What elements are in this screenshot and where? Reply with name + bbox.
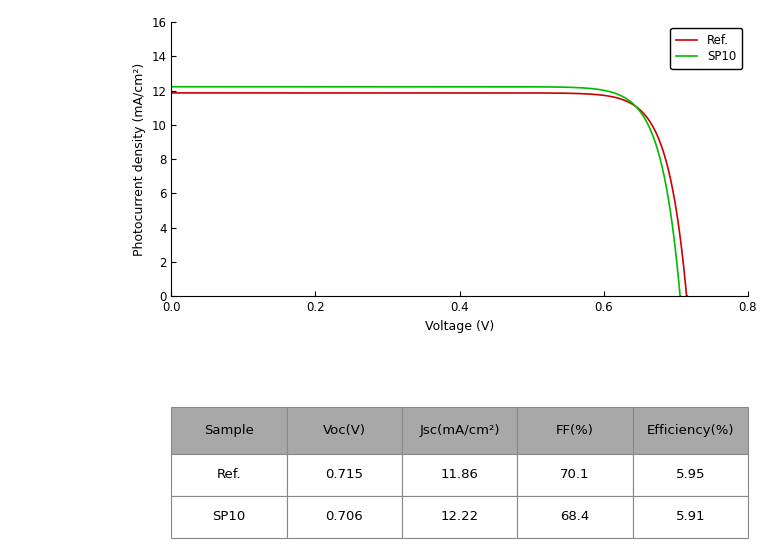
X-axis label: Voltage (V): Voltage (V) <box>425 320 494 333</box>
Ref. <box>521 89 530 96</box>
SP10 <box>516 83 526 90</box>
Ref. <box>167 89 176 96</box>
Ref. <box>569 90 578 97</box>
Ref. <box>220 89 229 96</box>
SP10 <box>167 83 176 90</box>
Ref. <box>375 89 385 96</box>
SP10 <box>573 85 583 91</box>
SP10 <box>219 83 228 90</box>
Line: Ref.: Ref. <box>171 93 687 296</box>
Ref. <box>682 293 692 299</box>
Line: SP10: SP10 <box>171 87 681 296</box>
Ref. <box>578 91 587 97</box>
SP10 <box>564 84 573 91</box>
SP10 <box>372 83 382 90</box>
Legend: Ref., SP10: Ref., SP10 <box>670 28 742 69</box>
Ref. <box>394 89 404 96</box>
Y-axis label: Photocurrent density (mA/cm²): Photocurrent density (mA/cm²) <box>133 63 146 256</box>
SP10 <box>676 293 686 299</box>
SP10 <box>391 83 400 90</box>
